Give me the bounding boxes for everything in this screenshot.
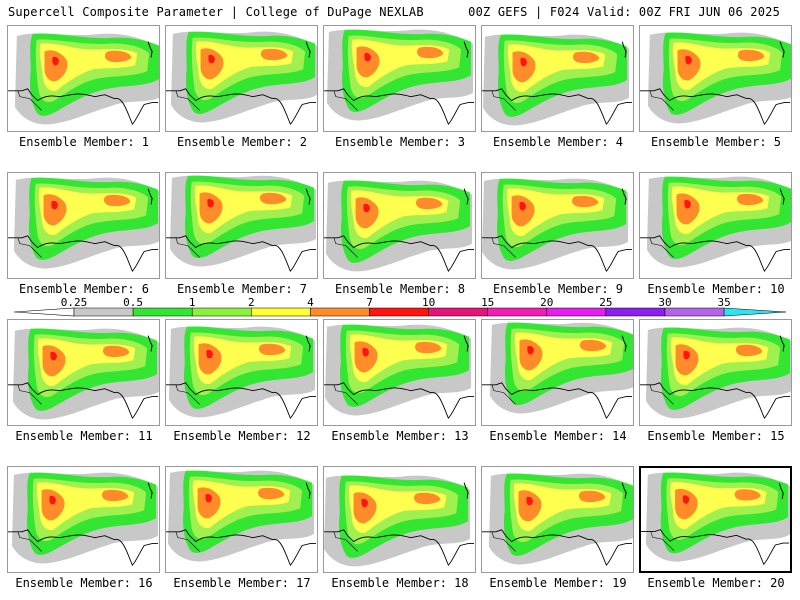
colorbar-label: 0.5 bbox=[123, 298, 143, 309]
colorbar-label: 2 bbox=[248, 298, 255, 309]
ensemble-member-caption: Ensemble Member: 16 bbox=[15, 576, 153, 590]
ensemble-member-caption: Ensemble Member: 20 bbox=[647, 576, 785, 590]
colorbar-segment bbox=[487, 307, 548, 317]
colorbar-segment bbox=[191, 307, 252, 317]
ensemble-member-caption: Ensemble Member: 10 bbox=[647, 282, 785, 296]
ensemble-member-map-14[interactable] bbox=[481, 319, 634, 426]
header-run-info: 00Z GEFS | F024 Valid: 00Z FRI JUN 06 20… bbox=[468, 5, 780, 19]
ensemble-member-caption: Ensemble Member: 3 bbox=[334, 135, 466, 149]
ensemble-member-caption: Ensemble Member: 5 bbox=[650, 135, 782, 149]
ensemble-member-map-17[interactable] bbox=[165, 466, 318, 573]
colorbar-label: 7 bbox=[366, 298, 373, 309]
ensemble-member-map-13[interactable] bbox=[323, 319, 476, 426]
ensemble-member-map-12[interactable] bbox=[165, 319, 318, 426]
ensemble-member-map-18[interactable] bbox=[323, 466, 476, 573]
colorbar-segment bbox=[369, 307, 429, 317]
colorbar-label: 25 bbox=[599, 298, 612, 309]
ensemble-member-map-5[interactable] bbox=[639, 25, 792, 132]
ensemble-member-map-9[interactable] bbox=[481, 172, 634, 279]
colorbar-segment bbox=[428, 307, 488, 317]
ensemble-member-map-19[interactable] bbox=[481, 466, 634, 573]
colorbar-label: 10 bbox=[422, 298, 435, 309]
ensemble-member-caption: Ensemble Member: 15 bbox=[647, 429, 785, 443]
ensemble-member-map-2[interactable] bbox=[165, 25, 318, 132]
ensemble-member-caption: Ensemble Member: 7 bbox=[176, 282, 308, 296]
ensemble-member-map-10[interactable] bbox=[639, 172, 792, 279]
ensemble-member-map-4[interactable] bbox=[481, 25, 634, 132]
ensemble-member-map-1[interactable] bbox=[7, 25, 160, 132]
ensemble-member-caption: Ensemble Member: 9 bbox=[492, 282, 624, 296]
ensemble-member-caption: Ensemble Member: 13 bbox=[331, 429, 469, 443]
colorbar-segment bbox=[546, 307, 607, 317]
ensemble-member-map-3[interactable] bbox=[323, 25, 476, 132]
colorbar-segment bbox=[605, 307, 666, 317]
ensemble-member-map-6[interactable] bbox=[7, 172, 160, 279]
ensemble-member-map-15[interactable] bbox=[639, 319, 792, 426]
ensemble-member-map-8[interactable] bbox=[323, 172, 476, 279]
colorbar-label: 20 bbox=[540, 298, 553, 309]
colorbar-segment bbox=[73, 307, 134, 317]
ensemble-member-caption: Ensemble Member: 11 bbox=[15, 429, 153, 443]
ensemble-member-caption: Ensemble Member: 19 bbox=[489, 576, 627, 590]
colorbar-label: 30 bbox=[658, 298, 671, 309]
ensemble-member-caption: Ensemble Member: 12 bbox=[173, 429, 311, 443]
colorbar-label: 35 bbox=[717, 298, 730, 309]
colorbar: 0.25 0.5 1 2 4 7 10 15 20 25 30 35 bbox=[13, 298, 787, 317]
ensemble-member-caption: Ensemble Member: 17 bbox=[173, 576, 311, 590]
colorbar-label: 0.25 bbox=[61, 298, 88, 309]
colorbar-label: 4 bbox=[307, 298, 314, 309]
ensemble-member-map-7[interactable] bbox=[165, 172, 318, 279]
header-title: Supercell Composite Parameter | College … bbox=[8, 5, 424, 19]
ensemble-member-map-11[interactable] bbox=[7, 319, 160, 426]
ensemble-member-map-16[interactable] bbox=[7, 466, 160, 573]
ensemble-member-caption: Ensemble Member: 14 bbox=[489, 429, 627, 443]
colorbar-label: 1 bbox=[189, 298, 196, 309]
colorbar-segment bbox=[723, 307, 787, 317]
ensemble-member-caption: Ensemble Member: 1 bbox=[18, 135, 150, 149]
colorbar-segment bbox=[310, 307, 370, 317]
ensemble-member-caption: Ensemble Member: 8 bbox=[334, 282, 466, 296]
colorbar-segment bbox=[251, 307, 311, 317]
colorbar-segment bbox=[132, 307, 193, 317]
colorbar-label: 15 bbox=[481, 298, 494, 309]
colorbar-segment bbox=[664, 307, 725, 317]
ensemble-member-caption: Ensemble Member: 4 bbox=[492, 135, 624, 149]
ensemble-member-caption: Ensemble Member: 2 bbox=[176, 135, 308, 149]
ensemble-member-caption: Ensemble Member: 18 bbox=[331, 576, 469, 590]
ensemble-member-map-20[interactable] bbox=[639, 466, 792, 573]
ensemble-member-caption: Ensemble Member: 6 bbox=[18, 282, 150, 296]
